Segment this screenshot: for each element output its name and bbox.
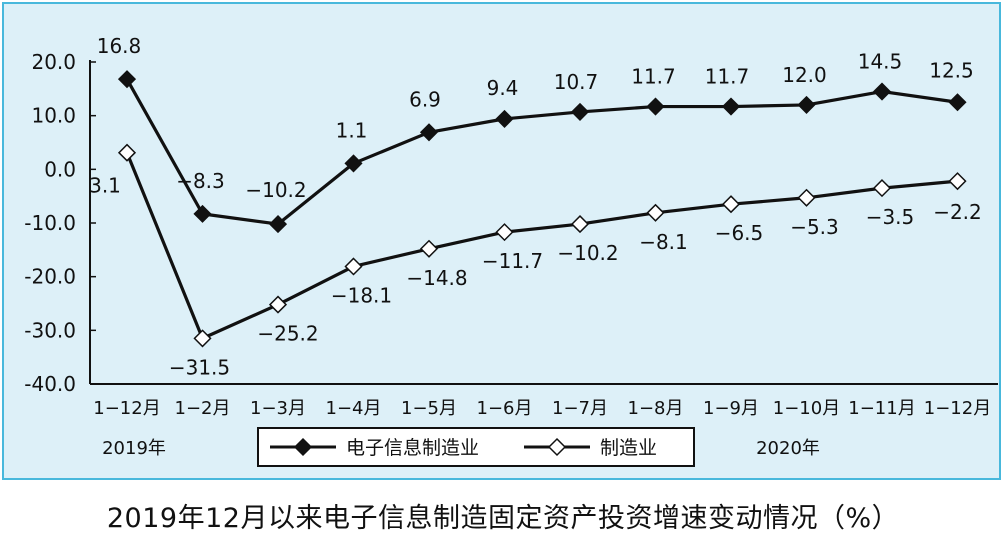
- x-tick-label: 1−11月: [848, 398, 915, 419]
- legend-marker-manufacturing: [547, 437, 567, 457]
- manufacturing-point: [797, 188, 816, 207]
- manufacturing-data-label: 3.1: [89, 174, 121, 198]
- electronics-data-label: 10.7: [554, 70, 599, 94]
- line-chart: 20.0 10.0 0.0 -10.0 -20.0 -30.0 -40.0 1−12月 1−2月…: [24, 34, 998, 467]
- y-tick-label: 0.0: [44, 157, 76, 181]
- manufacturing-data-label: −11.7: [482, 249, 543, 273]
- manufacturing-data-label: −18.1: [331, 283, 392, 307]
- manufacturing-point: [872, 179, 892, 198]
- period-label-2020: 2020年: [756, 438, 820, 459]
- x-tick-label: 1−3月: [250, 398, 306, 419]
- legend-marker-electronics: [293, 437, 313, 457]
- x-tick-label: 1−10月: [773, 398, 840, 419]
- x-tick-label: 1−6月: [477, 398, 533, 419]
- manufacturing-point: [646, 203, 665, 222]
- manufacturing-point: [721, 195, 741, 214]
- electronics-point: [344, 154, 363, 173]
- x-tick-label: 1−7月: [552, 398, 608, 419]
- manufacturing-point: [117, 143, 137, 162]
- electronics-data-label: 6.9: [409, 87, 441, 111]
- x-tick-label: 1−9月: [703, 398, 759, 419]
- electronics-point: [495, 109, 514, 128]
- electronics-data-label: 11.7: [705, 65, 750, 89]
- x-tick-label: 1−12月: [924, 398, 991, 419]
- electronics-point: [193, 204, 212, 223]
- electronics-data-label: 12.0: [782, 63, 827, 87]
- y-tick-label: -30.0: [24, 318, 76, 342]
- x-tick-label: 1−2月: [175, 398, 231, 419]
- manufacturing-data-label: −3.5: [866, 205, 915, 229]
- electronics-data-label: 16.8: [97, 34, 142, 58]
- legend-label-electronics: 电子信息制造业: [346, 437, 479, 459]
- x-tick-label: 1−8月: [628, 398, 684, 419]
- electronics-data-label: −10.2: [245, 178, 306, 202]
- manufacturing-point: [419, 239, 439, 258]
- manufacturing-data-label: −6.5: [715, 221, 764, 245]
- y-tick-label: -10.0: [24, 211, 76, 235]
- manufacturing-point: [495, 223, 514, 242]
- electronics-point: [948, 93, 967, 112]
- electronics-data-label: 1.1: [336, 118, 368, 142]
- manufacturing-data-label: −25.2: [257, 322, 318, 346]
- manufacturing-data-label: −2.2: [933, 200, 982, 224]
- electronics-data-label: 9.4: [487, 76, 519, 100]
- electronics-point: [721, 97, 741, 116]
- manufacturing-point: [344, 257, 363, 276]
- electronics-data-label: 14.5: [858, 50, 903, 74]
- manufacturing-point: [570, 215, 590, 234]
- x-tick-label: 1−12月: [93, 398, 160, 419]
- manufacturing-point: [193, 329, 212, 348]
- electronics-point: [570, 102, 590, 121]
- electronics-data-label: −8.3: [176, 169, 225, 193]
- manufacturing-point: [948, 172, 967, 191]
- electronics-point: [419, 123, 439, 142]
- electronics-point: [872, 82, 892, 101]
- electronics-data-label: 12.5: [929, 58, 974, 82]
- manufacturing-point: [268, 295, 288, 314]
- electronics-point: [117, 70, 137, 89]
- electronics-point: [797, 95, 816, 114]
- chart-frame: [2, 2, 1001, 480]
- electronics-point: [646, 97, 665, 116]
- manufacturing-data-label: −14.8: [406, 266, 467, 290]
- series-line-electronics: [125, 78, 958, 226]
- electronics-data-label: 11.7: [631, 65, 676, 89]
- manufacturing-data-label: −31.5: [169, 355, 230, 379]
- y-tick-label: 10.0: [31, 104, 76, 128]
- x-tick-label: 1−5月: [401, 398, 457, 419]
- chart-title: 2019年12月以来电子信息制造固定资产投资增速变动情况（%）: [106, 503, 900, 534]
- legend-label-manufacturing: 制造业: [600, 437, 657, 459]
- manufacturing-data-label: −8.1: [639, 230, 688, 254]
- y-tick-label: 20.0: [31, 50, 76, 74]
- electronics-point: [268, 215, 288, 234]
- y-tick-label: -20.0: [24, 265, 76, 289]
- period-label-2019: 2019年: [102, 438, 166, 459]
- series-line-manufacturing: [125, 152, 958, 340]
- manufacturing-data-label: −10.2: [557, 241, 618, 265]
- manufacturing-data-label: −5.3: [790, 215, 839, 239]
- y-tick-label: -40.0: [24, 372, 76, 396]
- x-tick-label: 1−4月: [326, 398, 382, 419]
